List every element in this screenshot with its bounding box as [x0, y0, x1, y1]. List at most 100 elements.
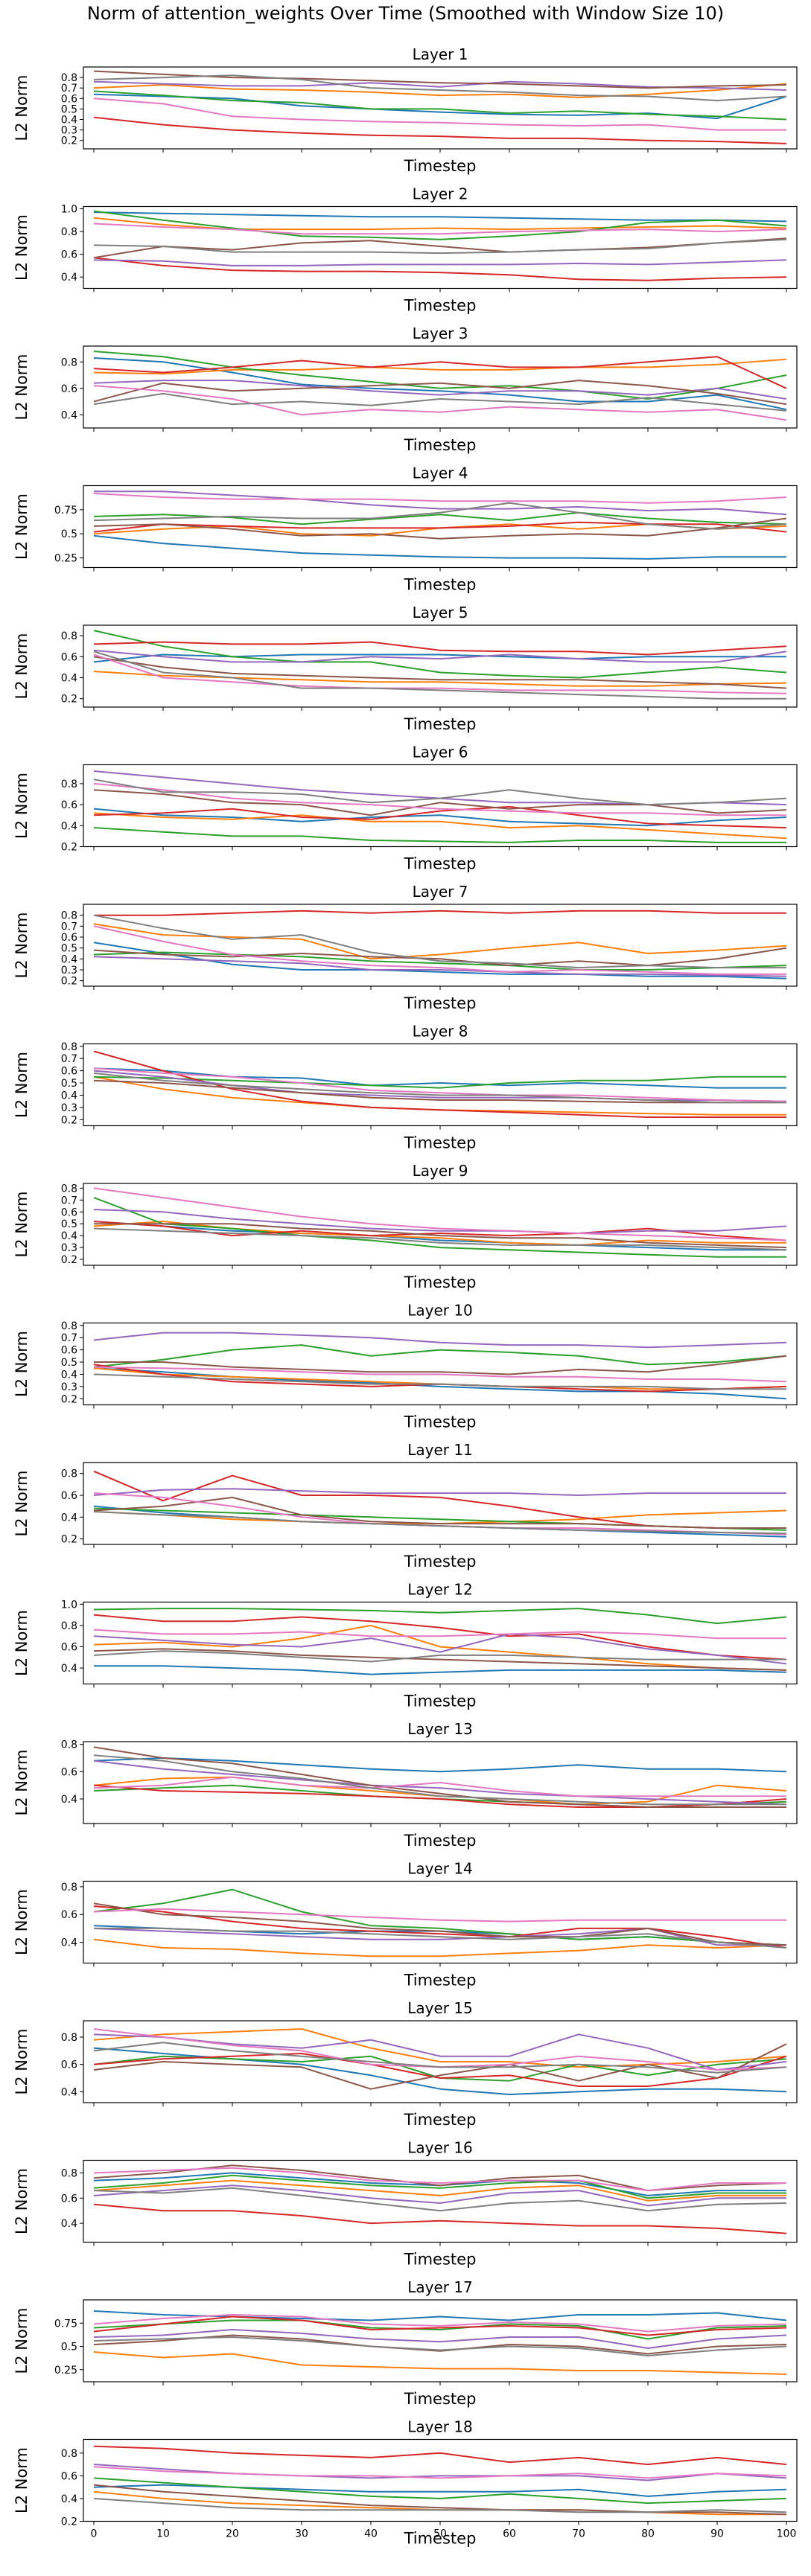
series-line	[93, 1187, 787, 1241]
series-line	[93, 956, 787, 977]
x-axis-label: Timestep	[404, 1134, 477, 1152]
y-tick-label: 0.7	[61, 1332, 77, 1344]
subplot: Layer 6 L2 Norm Timestep 0.2 0.4 0.6 0.8	[13, 744, 798, 873]
series-line	[93, 2464, 787, 2481]
subplot-title: Layer 7	[413, 883, 468, 901]
subplot-title: Layer 6	[413, 744, 468, 761]
series-line	[94, 1927, 787, 1949]
x-axis-label: Timestep	[404, 1693, 477, 1710]
y-tick-label: 0.4	[61, 1090, 77, 1102]
series-line	[93, 210, 787, 240]
y-tick-label: 0.2	[61, 1114, 77, 1126]
y-axis-label: L2 Norm	[13, 912, 31, 978]
x-axis-label: Timestep	[404, 436, 477, 454]
y-tick-label: 0.4	[61, 673, 77, 685]
y-tick-label: 0.8	[61, 1739, 77, 1751]
series-line	[93, 1072, 786, 1104]
series-line	[93, 1079, 786, 1104]
x-axis-label: Timestep	[404, 855, 477, 873]
series-line	[93, 1373, 786, 1390]
y-tick-label: 0.8	[61, 1882, 77, 1893]
axes-frame	[83, 1183, 798, 1266]
subplot: Layer 14 L2 Norm Timestep 0.4 0.6 0.8	[13, 1860, 798, 1989]
y-tick-label: 0.8	[61, 910, 77, 922]
x-axis-label: Timestep	[404, 297, 477, 315]
y-tick-label: 0.4	[61, 1230, 77, 1242]
y-axis-label: L2 Norm	[13, 1331, 31, 1397]
series-line	[93, 2445, 787, 2466]
y-tick-label: 0.75	[54, 505, 77, 517]
series-line	[93, 812, 787, 840]
series-line	[93, 1227, 787, 1251]
axes-frame	[83, 1880, 798, 1964]
series-line	[93, 223, 787, 235]
subplot: Layer 9 L2 Norm Timestep 0.20.30.40.50.60.7…	[13, 1162, 798, 1291]
axes-frame	[83, 345, 798, 429]
y-tick-label: 0.25	[54, 2365, 77, 2377]
y-axis-label: L2 Norm	[13, 493, 31, 560]
series-line	[93, 2172, 786, 2196]
axes-frame	[83, 485, 798, 569]
subplot: Layer 2 L2 Norm Timestep 0.4 0.6 0.8 1.0	[13, 185, 798, 315]
y-tick-label: 0.2	[61, 2516, 77, 2528]
x-tick-label: 0	[91, 2528, 98, 2540]
series-line	[93, 1067, 787, 1102]
series-line	[93, 1076, 786, 1089]
series-line	[93, 770, 787, 806]
series-line	[93, 385, 787, 421]
series-line	[93, 1776, 786, 1797]
series-line	[93, 2028, 787, 2068]
y-tick-label: 0.4	[61, 272, 77, 284]
series-line	[93, 2185, 786, 2207]
series-line	[93, 1209, 787, 1234]
series-line	[93, 2203, 787, 2234]
series-line	[93, 951, 787, 971]
x-tick-label: 30	[295, 2528, 308, 2540]
series-line	[93, 351, 787, 400]
subplot-title: Layer 11	[407, 1441, 473, 1459]
series-line	[93, 1509, 787, 1525]
subplot: Layer 5 L2 Norm Timestep 0.2 0.4 0.6 0.8	[13, 604, 798, 733]
y-axis-label: L2 Norm	[13, 2168, 31, 2234]
y-axis-label: L2 Norm	[13, 773, 31, 839]
subplot: Layer 4 L2 Norm Timestep 0.25 0.5 0.75	[13, 464, 798, 594]
subplot-title: Layer 1	[413, 45, 468, 63]
y-tick-label: 0.4	[61, 2086, 77, 2098]
axes-frame	[83, 66, 798, 150]
series-line	[93, 2315, 787, 2336]
subplot: Layer 7 L2 Norm Timestep 0.20.30.40.50.60.7…	[13, 883, 798, 1012]
axes-frame	[83, 1741, 798, 1824]
series-line	[93, 789, 787, 816]
series-line	[93, 257, 787, 281]
y-tick-label: 0.3	[61, 1242, 77, 1254]
series-line	[93, 1344, 787, 1368]
x-axis-label: Timestep	[404, 2530, 477, 2548]
x-axis-label: Timestep	[404, 1832, 477, 1850]
series-line	[93, 2319, 787, 2340]
subplot: Layer 17 L2 Norm Timestep 0.25 0.5 0.75	[13, 2278, 798, 2408]
subplot-title: Layer 13	[407, 1720, 473, 1738]
series-line	[93, 1050, 786, 1118]
subplot: Layer 15 L2 Norm Timestep 0.4 0.6 0.8	[13, 1999, 798, 2129]
y-tick-label: 0.4	[61, 115, 77, 127]
series-line	[93, 1614, 787, 1661]
x-axis-label: Timestep	[404, 994, 477, 1012]
x-tick-label: 90	[710, 2528, 724, 2540]
series-line	[93, 1633, 787, 1665]
series-line	[93, 2484, 787, 2516]
subplot-title: Layer 14	[407, 1860, 473, 1878]
series-line	[93, 1760, 787, 1806]
series-line	[93, 2179, 786, 2202]
axes-frame	[83, 1043, 798, 1127]
figure-title: Norm of attention_weights Over Time (Smo…	[86, 3, 725, 24]
subplot: Layer 16 L2 Norm Timestep 0.4 0.6 0.8	[13, 2139, 798, 2269]
y-axis-label: L2 Norm	[13, 2447, 31, 2513]
series-line	[93, 925, 786, 975]
series-line	[93, 1067, 786, 1089]
series-line	[93, 947, 787, 967]
series-line	[93, 1366, 787, 1383]
series-line	[93, 1888, 787, 1946]
series-line	[93, 380, 787, 400]
series-line	[93, 1908, 786, 1923]
series-line	[93, 1332, 787, 1349]
